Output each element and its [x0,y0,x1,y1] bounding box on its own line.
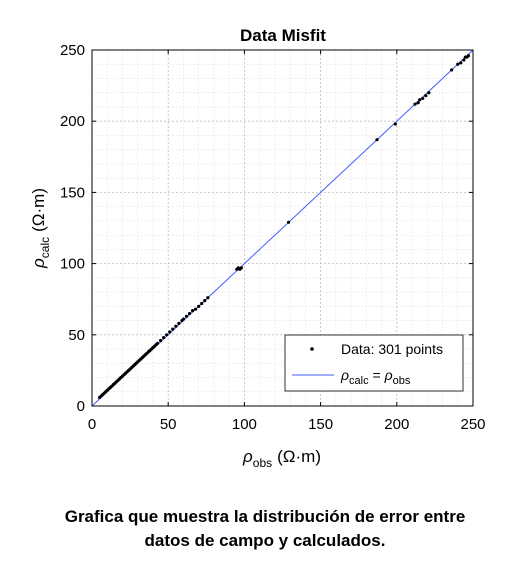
data-point [459,61,463,65]
y-axis-ticks: 0 50 100 150 200 250 [60,42,473,415]
data-point [286,220,291,224]
legend-equals: = [369,367,385,383]
data-point [200,301,204,306]
caption-line-1: Grafica que muestra la distribución de e… [64,507,466,526]
y-tick-label: 250 [60,42,85,59]
minor-grid [92,50,473,406]
x-tick-label: 100 [232,416,257,433]
data-point [456,62,460,66]
x-axis-ticks: 0 50 100 150 200 250 [88,50,486,433]
figure-caption: Grafica que muestra la distribución de e… [0,505,530,553]
legend: Data: 301 points ρcalc = ρobs [284,334,464,392]
data-point [171,327,175,331]
data-point [424,93,428,98]
y-axis-label-subscript: calc [38,237,52,258]
data-point [184,314,189,318]
data-point [416,101,420,105]
x-axis-label: ρobs (Ω·m) [242,447,321,470]
data-point [190,308,195,313]
x-tick-label: 200 [384,416,409,433]
legend-entry-identity-line: ρcalc = ρobs [340,367,411,387]
x-axis-label-unit: (Ω·m) [277,447,321,466]
data-point [197,304,201,308]
legend-rhs-symbol: ρ [384,367,393,383]
data-misfit-chart: Data Misfit 0 50 100 150 200 250 0 50 100 150 200… [29,26,486,470]
x-tick-label: 0 [88,416,96,433]
data-point [155,341,160,345]
data-point [462,58,466,62]
legend-point-marker [310,347,314,351]
legend-lhs-symbol: ρ [340,367,349,383]
y-tick-label: 100 [60,256,85,273]
data-point [206,296,210,300]
x-tick-label: 150 [308,416,333,433]
data-point [187,311,192,316]
data-point [375,138,379,142]
data-point [427,91,431,95]
data-point [165,333,169,337]
y-tick-label: 0 [77,398,85,415]
data-point [181,317,186,321]
data-point [418,98,422,102]
chart-title: Data Misfit [240,26,326,45]
data-point [174,324,178,328]
legend-rhs-subscript: obs [393,375,411,387]
y-tick-label: 50 [68,327,85,344]
y-axis-label-symbol: ρ [29,258,48,269]
data-point [393,122,397,126]
data-point [450,68,454,72]
caption-line-2: datos de campo y calculados. [144,531,386,550]
data-point [194,307,198,311]
data-point [466,54,471,58]
x-axis-label-subscript: obs [253,456,272,470]
legend-box [284,334,464,392]
x-tick-label: 50 [160,416,177,433]
data-point [177,321,181,326]
data-point [158,338,163,343]
data-point [413,102,417,106]
series-layer [91,49,474,407]
data-point [239,266,243,270]
y-axis-label-unit: (Ω·m) [29,188,48,232]
data-point [168,330,172,334]
y-axis-label: ρcalc (Ω·m) [29,188,52,269]
x-tick-label: 250 [460,416,485,433]
x-axis-label-symbol: ρ [242,447,253,466]
data-point [421,96,425,101]
plot-frame [91,49,474,407]
legend-lhs-subscript: calc [349,375,369,387]
legend-entry-data: Data: 301 points [341,341,443,357]
y-tick-label: 150 [60,184,85,201]
y-tick-label: 200 [60,113,85,130]
data-point [203,299,207,303]
data-point [162,336,166,340]
